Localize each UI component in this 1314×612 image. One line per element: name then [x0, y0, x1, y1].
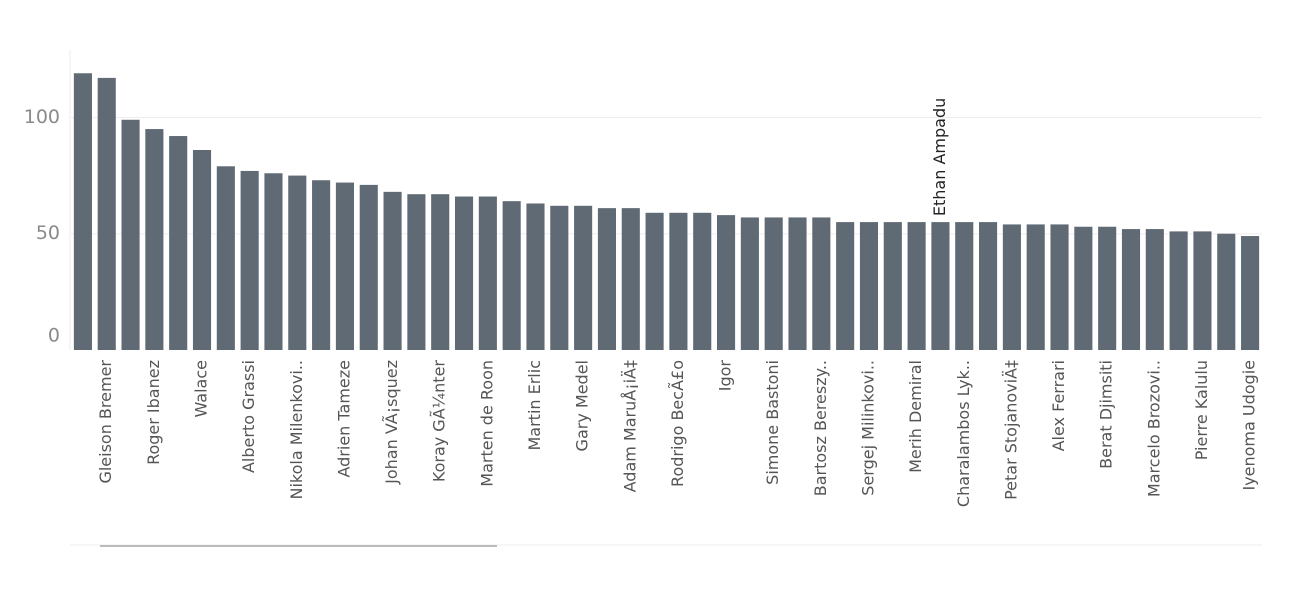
bar — [597, 208, 617, 350]
bar — [1050, 224, 1069, 350]
x-tick-label: Berat Djimsiti — [1097, 360, 1116, 469]
x-tick-label: Rodrigo BecÃ£o — [668, 360, 687, 487]
bar — [979, 222, 998, 350]
x-tick-label: Pierre Kalulu — [1192, 360, 1211, 460]
bar — [526, 203, 545, 350]
bar — [907, 222, 926, 350]
x-tick-label: Alex Ferrari — [1049, 360, 1068, 451]
bar — [550, 205, 569, 350]
x-tick-label: Nikola Milenkovi.. — [287, 360, 306, 499]
bar — [931, 222, 950, 350]
x-tick-label: Roger Ibanez — [144, 360, 163, 465]
bar — [407, 194, 426, 350]
x-tick-label: Alberto Grassi — [239, 360, 258, 473]
bar — [1121, 229, 1141, 350]
bar — [145, 129, 164, 350]
bar — [192, 150, 212, 350]
x-tick-label: Adam MaruÅ¡iÄ‡ — [620, 360, 639, 492]
x-tick-label: Charalambos Lyk.. — [954, 360, 973, 507]
bar — [1002, 224, 1021, 350]
bar — [788, 217, 807, 350]
bar — [216, 166, 235, 350]
y-tick-label: 50 — [36, 222, 60, 244]
bar — [883, 222, 902, 350]
bar — [312, 180, 331, 350]
bar — [812, 217, 831, 350]
bar — [1098, 226, 1117, 350]
x-tick-label: Petar StojanoviÄ‡ — [1001, 360, 1020, 500]
x-tick-label: Koray GÃ¼nter — [430, 360, 449, 483]
x-tick-label: Merih Demiral — [906, 360, 925, 473]
bar — [574, 205, 593, 350]
bar — [693, 212, 712, 350]
x-tick-label: Simone Bastoni — [763, 360, 782, 485]
bar — [955, 222, 974, 350]
bar — [97, 77, 116, 350]
bar — [764, 217, 783, 350]
bar — [1169, 231, 1188, 350]
bar — [716, 215, 736, 350]
bar — [478, 196, 497, 350]
bar — [240, 170, 259, 350]
x-tick-label: Johan VÃ¡squez — [382, 360, 401, 485]
bar — [1145, 229, 1164, 350]
x-tick-label: Bartosz Bereszy.. — [811, 360, 830, 496]
bar — [383, 191, 402, 350]
bar — [836, 222, 855, 350]
bar — [1193, 231, 1212, 350]
y-tick-label: 0 — [48, 325, 60, 347]
x-tick-label: Martin Erlic — [525, 360, 544, 451]
bar — [502, 201, 521, 350]
bar — [454, 196, 474, 350]
y-tick-label: 100 — [24, 106, 60, 128]
bar — [859, 222, 879, 350]
x-tick-label: Iyenoma Udogie — [1240, 360, 1259, 491]
bar — [669, 212, 688, 350]
bar — [1074, 226, 1093, 350]
x-tick-label: Igor — [716, 360, 735, 392]
bar — [740, 217, 759, 350]
bar — [264, 173, 283, 350]
bar — [431, 194, 450, 350]
x-tick-label: Marten de Roon — [477, 360, 496, 487]
bar — [1026, 224, 1045, 350]
bar — [73, 73, 92, 351]
bar — [1217, 233, 1236, 350]
bar — [288, 175, 307, 350]
x-tick-label: Gary Medel — [573, 360, 592, 451]
bar — [645, 212, 664, 350]
x-tick-label: Adrien Tameze — [334, 360, 353, 478]
x-tick-label: Walace — [192, 360, 211, 418]
bar — [621, 208, 640, 350]
bar — [1241, 236, 1260, 350]
x-tick-label: Marcelo Brozovi.. — [1144, 360, 1163, 497]
bar — [169, 136, 188, 350]
x-tick-label: Sergej Milinkovi.. — [858, 360, 877, 496]
bar — [335, 182, 354, 350]
x-tick-label: Gleison Bremer — [96, 360, 115, 484]
annotation: Ethan Ampadu — [930, 98, 949, 216]
bar — [121, 119, 140, 350]
bar — [359, 184, 378, 350]
